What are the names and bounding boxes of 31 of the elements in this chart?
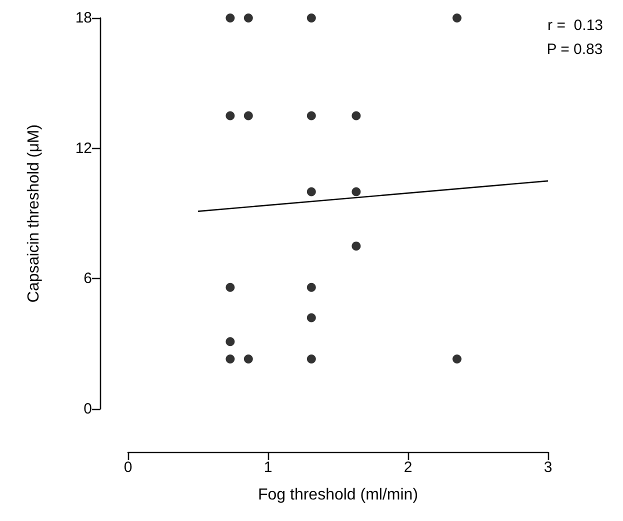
point <box>452 354 462 364</box>
point <box>306 14 316 22</box>
y-tick-label: 12 <box>75 140 92 157</box>
point <box>306 354 316 364</box>
point <box>306 282 316 292</box>
point <box>244 111 253 120</box>
x-tick-label: 3 <box>544 459 552 476</box>
annotation: P = 0.83 <box>546 41 603 58</box>
point <box>244 14 253 22</box>
y-tick-label: 6 <box>84 270 92 288</box>
x-tick-label: 2 <box>404 459 412 476</box>
x-tick-label: 1 <box>264 459 272 476</box>
point <box>352 187 361 196</box>
point <box>352 111 361 120</box>
annotation: r = 0.13 <box>548 17 603 34</box>
x-tick-label: 0 <box>124 459 132 476</box>
y-tick-label: 0 <box>84 400 92 418</box>
point <box>226 337 235 346</box>
y-axis-title: Capsaicin threshold (μM) <box>26 124 42 303</box>
point <box>306 313 316 322</box>
point <box>226 111 235 120</box>
point <box>306 187 316 196</box>
point <box>226 282 235 292</box>
point <box>352 242 361 251</box>
point <box>244 354 253 364</box>
y-tick-label: 18 <box>75 10 92 26</box>
point <box>452 14 462 22</box>
point <box>306 111 316 120</box>
point <box>226 14 235 22</box>
x-axis-title: Fog threshold (ml/min) <box>258 486 418 504</box>
point <box>226 354 235 364</box>
